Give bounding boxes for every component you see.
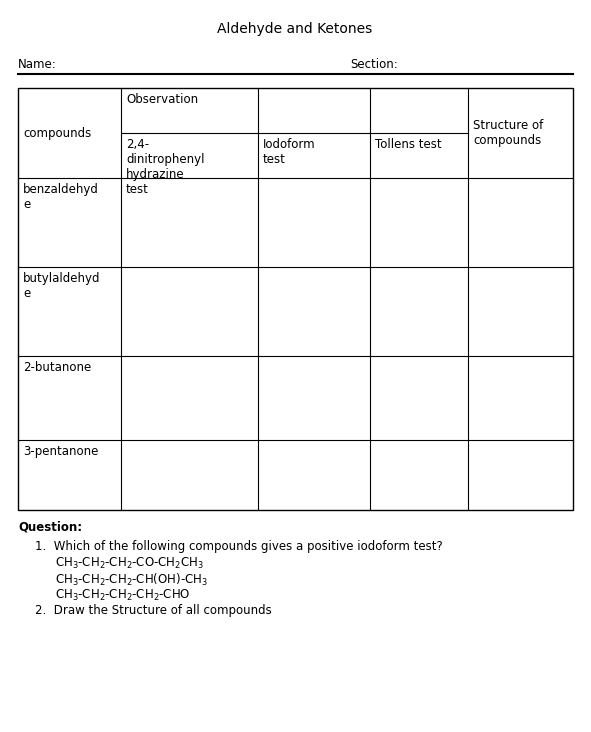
Text: Section:: Section: — [350, 58, 398, 71]
Text: CH$_3$-CH$_2$-CH$_2$-CO-CH$_2$CH$_3$: CH$_3$-CH$_2$-CH$_2$-CO-CH$_2$CH$_3$ — [55, 556, 204, 571]
Text: 1.  Which of the following compounds gives a positive iodoform test?: 1. Which of the following compounds give… — [35, 540, 443, 553]
Text: Aldehyde and Ketones: Aldehyde and Ketones — [217, 22, 372, 36]
Text: Tollens test: Tollens test — [375, 138, 441, 151]
Text: Structure of
compounds: Structure of compounds — [473, 119, 543, 147]
Text: CH$_3$-CH$_2$-CH$_2$-CH$_2$-CHO: CH$_3$-CH$_2$-CH$_2$-CH$_2$-CHO — [55, 588, 191, 603]
Text: Iodoform
test: Iodoform test — [263, 138, 316, 166]
Text: compounds: compounds — [23, 127, 91, 140]
Text: 3-pentanone: 3-pentanone — [23, 445, 98, 458]
Text: benzaldehyd
e: benzaldehyd e — [23, 183, 99, 211]
Text: Name:: Name: — [18, 58, 57, 71]
Bar — [18, 88, 573, 510]
Text: Question:: Question: — [18, 520, 82, 533]
Text: butylaldehyd
e: butylaldehyd e — [23, 272, 100, 300]
Text: 2-butanone: 2-butanone — [23, 361, 91, 374]
Text: Observation: Observation — [126, 93, 198, 106]
Text: 2.  Draw the Structure of all compounds: 2. Draw the Structure of all compounds — [35, 604, 272, 617]
Text: CH$_3$-CH$_2$-CH$_2$-CH(OH)-CH$_3$: CH$_3$-CH$_2$-CH$_2$-CH(OH)-CH$_3$ — [55, 572, 208, 588]
Text: 2,4-
dinitrophenyl
hydrazine
test: 2,4- dinitrophenyl hydrazine test — [126, 138, 204, 196]
